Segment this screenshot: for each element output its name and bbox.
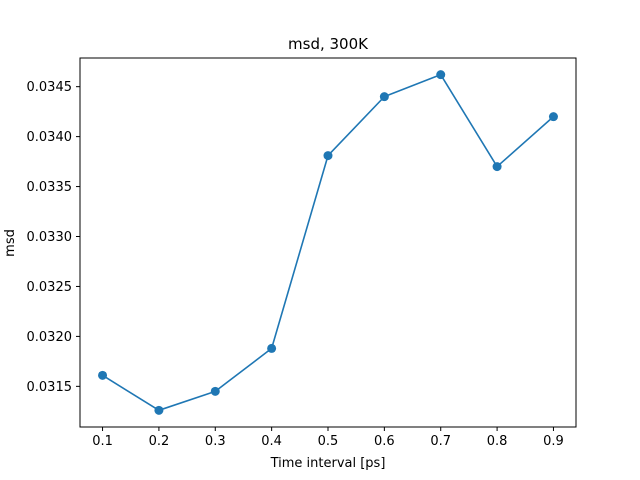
x-tick-label: 0.6 bbox=[374, 434, 395, 449]
y-axis-ticks: 0.0315 0.0320 0.0325 0.0330 0.0335 0.0340 0.03… bbox=[27, 80, 80, 395]
x-axis-label: Time interval [ps] bbox=[270, 456, 386, 471]
x-tick-label: 0.8 bbox=[487, 434, 508, 449]
data-point bbox=[379, 92, 389, 102]
y-tick-label: 0.0325 bbox=[27, 280, 73, 295]
plot-frame bbox=[79, 57, 577, 428]
data-point bbox=[548, 112, 558, 122]
y-tick-label: 0.0330 bbox=[27, 230, 73, 245]
x-tick-label: 0.4 bbox=[261, 434, 282, 449]
x-tick-label: 0.7 bbox=[430, 434, 451, 449]
x-tick-label: 0.2 bbox=[149, 434, 170, 449]
y-tick-label: 0.0340 bbox=[27, 130, 73, 145]
data-point bbox=[492, 162, 502, 172]
data-point bbox=[154, 405, 164, 415]
x-axis-ticks: 0.1 0.2 0.3 0.4 0.5 0.6 0.7 0.8 0.9 bbox=[92, 427, 564, 449]
chart-title: msd, 300K bbox=[288, 35, 369, 53]
data-point bbox=[98, 370, 108, 380]
series-layer bbox=[98, 70, 558, 415]
x-tick-label: 0.5 bbox=[318, 434, 339, 449]
y-tick-label: 0.0345 bbox=[27, 80, 73, 95]
data-point bbox=[210, 386, 220, 396]
y-tick-label: 0.0315 bbox=[27, 380, 73, 395]
y-tick-label: 0.0320 bbox=[27, 330, 73, 345]
y-tick-label: 0.0335 bbox=[27, 180, 73, 195]
data-point bbox=[323, 151, 333, 161]
x-tick-label: 0.3 bbox=[205, 434, 226, 449]
x-tick-label: 0.1 bbox=[92, 434, 113, 449]
x-tick-label: 0.9 bbox=[543, 434, 564, 449]
data-point bbox=[267, 343, 277, 353]
y-axis-label: msd bbox=[3, 229, 18, 257]
data-point bbox=[436, 70, 446, 80]
plot-area bbox=[80, 58, 576, 427]
